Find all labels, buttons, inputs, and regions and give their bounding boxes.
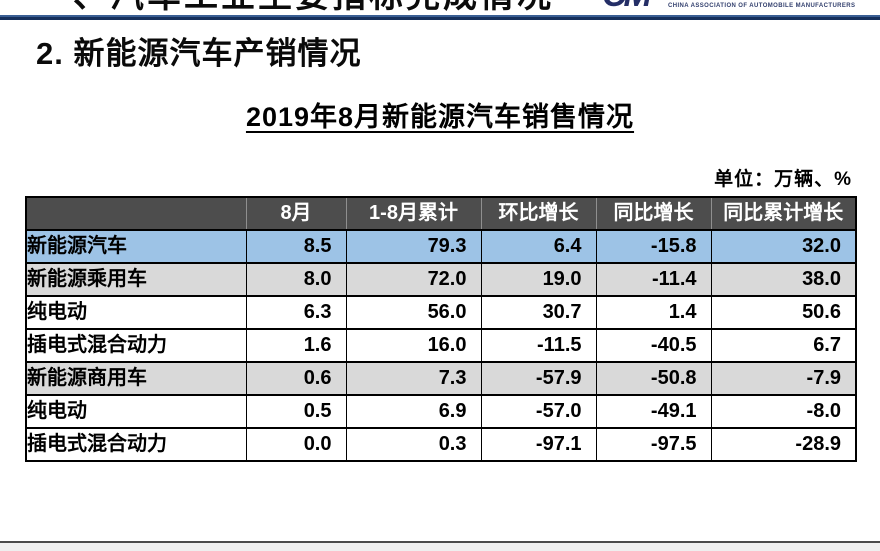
- row-label: 纯电动: [26, 395, 246, 429]
- column-header-month: 8月: [245, 197, 346, 231]
- cell-value: 7.3: [345, 362, 481, 396]
- column-header-yoy: 同比增长: [595, 197, 711, 231]
- cell-value: 6.3: [245, 296, 346, 330]
- cell-value: -40.5: [595, 329, 711, 363]
- cell-value: -50.8: [595, 362, 711, 396]
- cell-value: -49.1: [595, 395, 711, 429]
- cell-value: -57.9: [480, 362, 596, 396]
- cell-value: 32.0: [710, 230, 856, 264]
- table-row-commercial-bev: 纯电动 0.5 6.9 -57.0 -49.1 -8.0: [26, 395, 856, 429]
- slide-top-header: 一、汽车工业主要指标完成情况: [36, 0, 554, 13]
- table-row-commercial-phev: 插电式混合动力 0.0 0.3 -97.1 -97.5 -28.9: [26, 428, 856, 462]
- caam-logo-icon: CM: [602, 0, 660, 14]
- unit-label: 单位：万辆、%: [714, 169, 852, 190]
- nev-sales-table: 8月 1-8月累计 环比增长 同比增长 同比累计增长 新能源汽车 8.5 79.…: [25, 196, 857, 462]
- cell-value: 0.0: [245, 428, 346, 462]
- row-label: 插电式混合动力: [26, 329, 246, 363]
- cell-value: 16.0: [345, 329, 481, 363]
- caam-logo: CM CHINA ASSOCIATION OF AUTOMOBILE MANUF…: [602, 0, 855, 14]
- cell-value: -57.0: [480, 395, 596, 429]
- section-title: 2. 新能源汽车产销情况: [36, 36, 362, 71]
- cell-value: 8.5: [245, 230, 346, 264]
- cell-value: 1.6: [245, 329, 346, 363]
- column-header-label: [26, 197, 246, 231]
- row-label: 纯电动: [26, 296, 246, 330]
- cell-value: 6.9: [345, 395, 481, 429]
- table-row-nev-passenger: 新能源乘用车 8.0 72.0 19.0 -11.4 38.0: [26, 263, 856, 297]
- cell-value: 6.4: [480, 230, 596, 264]
- table-row-passenger-phev: 插电式混合动力 1.6 16.0 -11.5 -40.5 6.7: [26, 329, 856, 363]
- table-row-nev-total: 新能源汽车 8.5 79.3 6.4 -15.8 32.0: [26, 230, 856, 264]
- column-header-yoyytd: 同比累计增长: [710, 197, 856, 231]
- row-label: 新能源汽车: [26, 230, 246, 264]
- cell-value: -7.9: [710, 362, 856, 396]
- cell-value: -97.1: [480, 428, 596, 462]
- column-header-mom: 环比增长: [480, 197, 596, 231]
- cell-value: 56.0: [345, 296, 481, 330]
- cell-value: 72.0: [345, 263, 481, 297]
- cell-value: -15.8: [595, 230, 711, 264]
- cell-value: 1.4: [595, 296, 711, 330]
- cell-value: -97.5: [595, 428, 711, 462]
- row-label: 新能源乘用车: [26, 263, 246, 297]
- table-header-row: 8月 1-8月累计 环比增长 同比增长 同比累计增长: [26, 197, 856, 231]
- cell-value: 30.7: [480, 296, 596, 330]
- cell-value: 79.3: [345, 230, 481, 264]
- cell-value: -11.5: [480, 329, 596, 363]
- column-header-ytd: 1-8月累计: [345, 197, 481, 231]
- table-row-passenger-bev: 纯电动 6.3 56.0 30.7 1.4 50.6: [26, 296, 856, 330]
- cell-value: -8.0: [710, 395, 856, 429]
- bottom-strip: [0, 543, 880, 551]
- cell-value: 8.0: [245, 263, 346, 297]
- cell-value: 0.5: [245, 395, 346, 429]
- caam-logo-text: CHINA ASSOCIATION OF AUTOMOBILE MANUFACT…: [668, 3, 856, 9]
- table-title: 2019年8月新能源汽车销售情况: [245, 102, 635, 132]
- cell-value: 19.0: [480, 263, 596, 297]
- cell-value: -11.4: [595, 263, 711, 297]
- cell-value: 38.0: [710, 263, 856, 297]
- top-header-strip: 一、汽车工业主要指标完成情况: [0, 0, 880, 14]
- header-divider-rule: [0, 15, 880, 20]
- cell-value: 0.3: [345, 428, 481, 462]
- row-label: 新能源商用车: [26, 362, 246, 396]
- cell-value: -28.9: [710, 428, 856, 462]
- table-row-nev-commercial: 新能源商用车 0.6 7.3 -57.9 -50.8 -7.9: [26, 362, 856, 396]
- bottom-divider-rule: [0, 541, 880, 543]
- row-label: 插电式混合动力: [26, 428, 246, 462]
- cell-value: 6.7: [710, 329, 856, 363]
- cell-value: 50.6: [710, 296, 856, 330]
- cell-value: 0.6: [245, 362, 346, 396]
